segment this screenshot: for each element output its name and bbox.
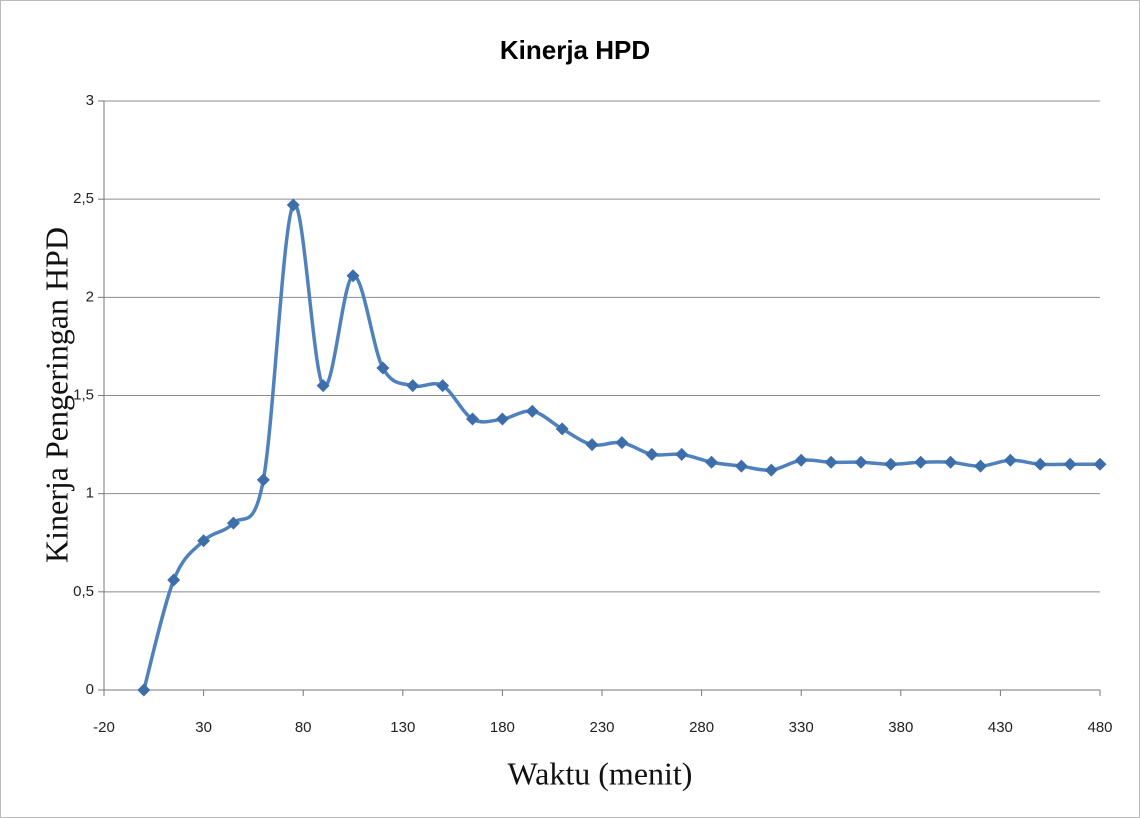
x-tick-label: 180 [490, 719, 515, 736]
y-axis-label: Kinerja Pengeringan HPD [38, 227, 74, 563]
x-axis-label: Waktu (menit) [508, 755, 693, 791]
x-tick-label: 280 [689, 719, 714, 736]
x-tick-label: 230 [589, 719, 614, 736]
x-tick-label: 430 [988, 719, 1013, 736]
y-tick-label: 3 [86, 92, 94, 109]
chart: Kinerja HPD Kinerja Pengeringan HPD Wakt… [0, 0, 1140, 818]
y-tick-label: 1,5 [73, 386, 94, 403]
x-tick-label: 380 [888, 719, 913, 736]
y-tick-label: 0 [86, 681, 94, 698]
y-tick-label: 2,5 [73, 190, 94, 207]
x-tick-label: -20 [93, 719, 115, 736]
x-tick-label: 80 [295, 719, 312, 736]
chart-title: Kinerja HPD [500, 35, 650, 65]
y-tick-label: 0,5 [73, 583, 94, 600]
y-tick-label: 2 [86, 288, 94, 305]
chart-border [1, 1, 1140, 818]
y-tick-label: 1 [86, 485, 94, 502]
x-tick-label: 480 [1087, 719, 1112, 736]
x-tick-label: 30 [195, 719, 212, 736]
x-tick-label: 330 [789, 719, 814, 736]
x-tick-label: 130 [390, 719, 415, 736]
